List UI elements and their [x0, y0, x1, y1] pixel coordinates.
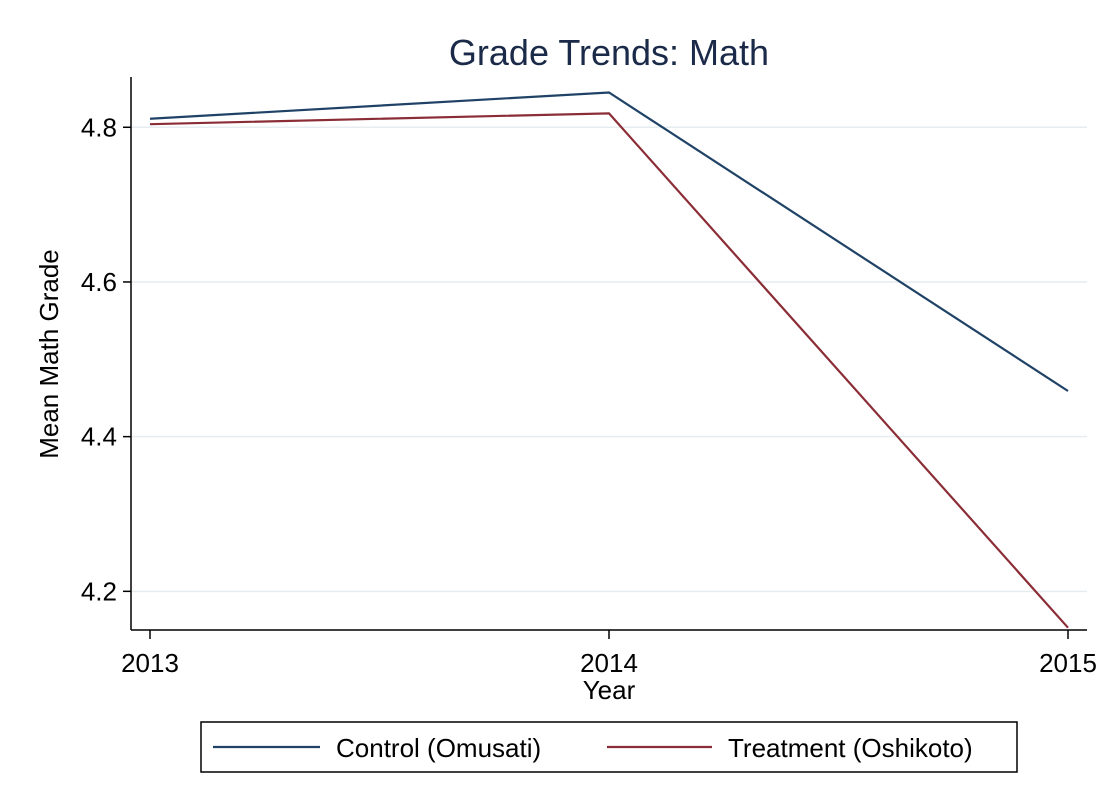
y-tick-label: 4.4 — [81, 422, 117, 452]
x-tick-label: 2015 — [1039, 648, 1097, 678]
chart-title: Grade Trends: Math — [449, 32, 769, 73]
legend: Control (Omusati) Treatment (Oshikoto) — [200, 721, 1018, 773]
x-axis-label: Year — [583, 675, 636, 705]
x-tick-label: 2014 — [580, 648, 638, 678]
x-axis-ticks: 2013 2014 2015 — [121, 630, 1097, 678]
legend-label-control: Control (Omusati) — [336, 733, 541, 763]
y-axis-label: Mean Math Grade — [34, 249, 64, 459]
y-tick-label: 4.6 — [81, 267, 117, 297]
legend-label-treatment: Treatment (Oshikoto) — [728, 733, 973, 763]
x-tick-label: 2013 — [121, 648, 179, 678]
y-axis-ticks: 4.2 4.4 4.6 4.8 — [81, 112, 131, 606]
gridlines — [131, 126, 1087, 593]
series-lines — [149, 91, 1069, 629]
y-tick-label: 4.2 — [81, 576, 117, 606]
series-line-control — [149, 91, 1069, 392]
series-line-treatment — [149, 112, 1069, 629]
y-tick-label: 4.8 — [81, 112, 117, 142]
